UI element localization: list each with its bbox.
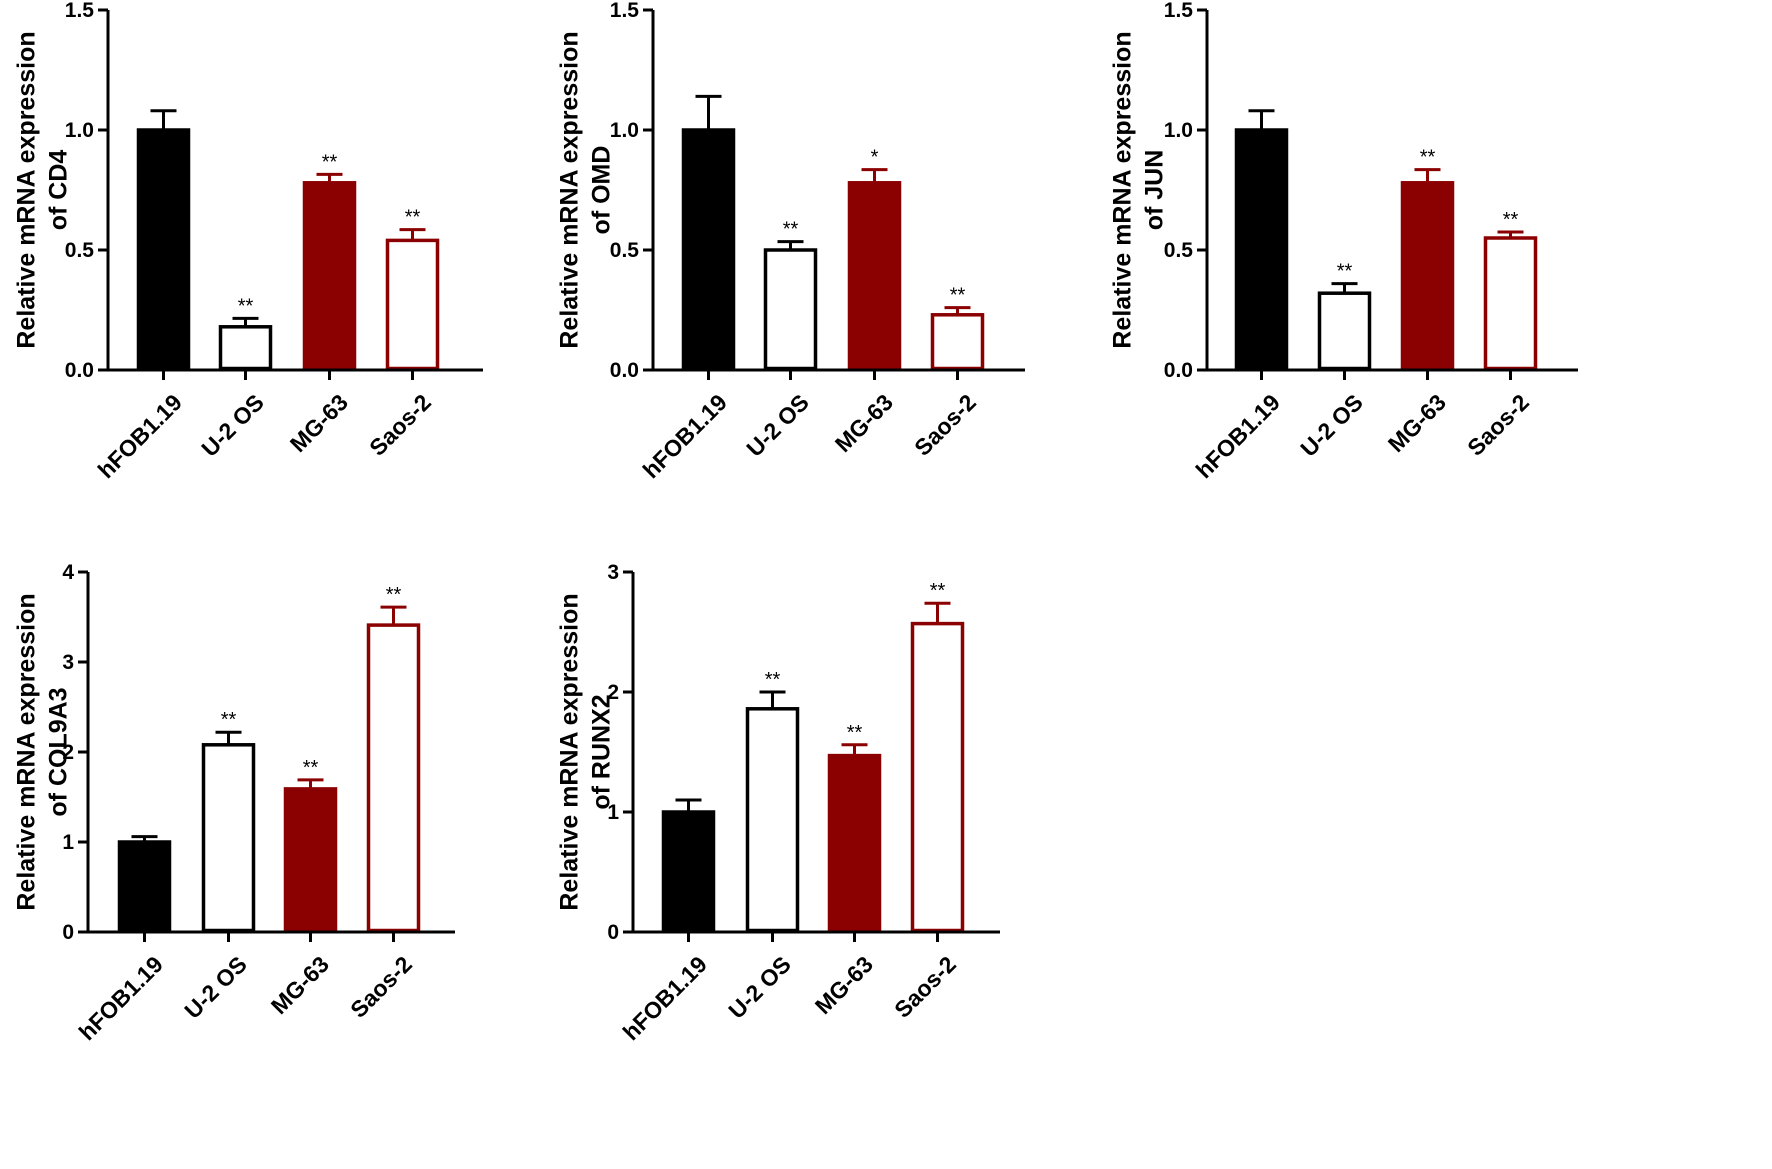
bar-hfob1-19: [136, 128, 191, 371]
y-tick-label: 1.0: [65, 119, 94, 142]
bar-hfob1-19: [1234, 128, 1289, 371]
y-axis-label-line-2: of CD4: [45, 150, 73, 231]
chart-panel-2: Relative mRNA expression of OMDhFOB1.19**…: [556, 0, 1025, 483]
y-tick-label: 1.0: [1164, 119, 1193, 142]
y-tick-label: 1: [62, 831, 74, 854]
x-tick-label: hFOB1.19: [618, 951, 712, 1045]
chart-panel-1: Relative mRNA expression of CD4 hFOB1.19 **…: [13, 0, 483, 483]
significance-label: **: [221, 709, 237, 731]
chart-panel-3: Relative mRNA expression of JUN hFOB1.19 **…: [1109, 0, 1578, 483]
y-tick-label: 0.5: [1164, 239, 1194, 262]
y-tick-label: 0.0: [610, 359, 639, 382]
significance-label: **: [322, 151, 338, 173]
x-tick-label: hFOB1.19: [638, 389, 732, 483]
x-tick-label: hFOB1.19: [93, 389, 187, 483]
significance-label: **: [386, 584, 402, 606]
y-tick-label: 1.5: [1164, 0, 1194, 22]
bar-u-2-os: [201, 743, 256, 933]
y-tick-label: 0.0: [1164, 359, 1193, 382]
significance-label: **: [765, 669, 781, 691]
significance-label: **: [950, 285, 966, 307]
y-tick-label: 0.5: [610, 239, 640, 262]
x-tick-label: Saos-2: [909, 389, 981, 461]
significance-label: **: [1420, 147, 1436, 169]
y-tick-label: 2: [62, 741, 74, 764]
x-tick-label: U-2 OS: [179, 951, 252, 1024]
bar-saos-2: [1483, 236, 1538, 371]
bar-saos-2: [366, 623, 421, 933]
bar-mg-63: [283, 787, 338, 933]
y-tick-label: 1.5: [610, 0, 640, 22]
bar-saos-2: [930, 313, 985, 371]
y-tick-label: 3: [607, 561, 619, 584]
chart-panel-5: Relative mRNA expression of RUNX2 hFOB1.19…: [556, 561, 1000, 1045]
significance-label: **: [238, 295, 254, 317]
x-tick-label: MG-63: [830, 389, 898, 457]
significance-label: **: [405, 207, 421, 229]
bar-hfob1-19: [117, 840, 172, 933]
x-tick-label: Saos-2: [364, 389, 436, 461]
bar-mg-63: [847, 181, 902, 371]
y-axis-label-line-2: of OMD: [588, 146, 616, 235]
bar-mg-63: [302, 181, 357, 371]
y-tick-label: 3: [62, 651, 74, 674]
bar-u-2-os: [218, 325, 273, 371]
bar-hfob1-19: [661, 810, 716, 933]
x-tick-label: hFOB1.19: [74, 951, 168, 1045]
bar-mg-63: [1400, 181, 1455, 371]
bar-u-2-os: [745, 707, 800, 933]
y-tick-label: 0: [607, 921, 619, 944]
y-axis-label-line-1: Relative mRNA expression: [556, 593, 584, 910]
y-tick-label: 1: [607, 801, 619, 824]
x-tick-label: MG-63: [266, 951, 334, 1019]
x-tick-label: Saos-2: [345, 951, 417, 1023]
y-axis-label-line-2: of RUNX2: [588, 694, 616, 809]
y-axis-label-line-1: Relative mRNA expression: [13, 31, 41, 348]
y-tick-label: 4: [62, 561, 74, 584]
x-tick-label: hFOB1.19: [1191, 389, 1285, 483]
bar-saos-2: [910, 621, 965, 933]
x-tick-label: U-2 OS: [741, 389, 814, 462]
significance-label: **: [1337, 261, 1353, 283]
chart-panel-4: Relative mRNA expression of COL9A3 hFOB1.1…: [13, 561, 455, 1045]
y-tick-label: 0.0: [65, 359, 94, 382]
y-tick-label: 1.5: [65, 0, 95, 22]
x-tick-label: Saos-2: [889, 951, 961, 1023]
y-axis-label-line-1: Relative mRNA expression: [13, 593, 41, 910]
bar-hfob1-19: [681, 128, 736, 371]
y-axis-label-line-1: Relative mRNA expression: [556, 31, 584, 348]
bar-u-2-os: [763, 248, 818, 371]
x-tick-label: MG-63: [810, 951, 878, 1019]
y-axis-label-line-1: Relative mRNA expression: [1109, 31, 1137, 348]
x-tick-label: U-2 OS: [1295, 389, 1368, 462]
bar-saos-2: [385, 238, 440, 371]
significance-label: **: [1503, 209, 1519, 231]
y-tick-label: 0: [62, 921, 74, 944]
y-axis-label-line-2: of JUN: [1141, 150, 1169, 231]
bar-u-2-os: [1317, 291, 1372, 371]
y-tick-label: 2: [607, 681, 619, 704]
x-tick-label: MG-63: [285, 389, 353, 457]
y-axis-label-line-2: of COL9A3: [45, 687, 73, 816]
significance-label: **: [930, 580, 946, 602]
significance-label: **: [303, 757, 319, 779]
y-tick-label: 1.0: [610, 119, 639, 142]
x-tick-label: Saos-2: [1462, 389, 1534, 461]
x-tick-label: U-2 OS: [196, 389, 269, 462]
x-tick-label: MG-63: [1383, 389, 1451, 457]
bar-mg-63: [827, 753, 882, 933]
significance-label: **: [847, 722, 863, 744]
significance-label: *: [871, 147, 879, 169]
x-tick-label: U-2 OS: [723, 951, 796, 1024]
significance-label: **: [783, 219, 799, 241]
y-tick-label: 0.5: [65, 239, 95, 262]
